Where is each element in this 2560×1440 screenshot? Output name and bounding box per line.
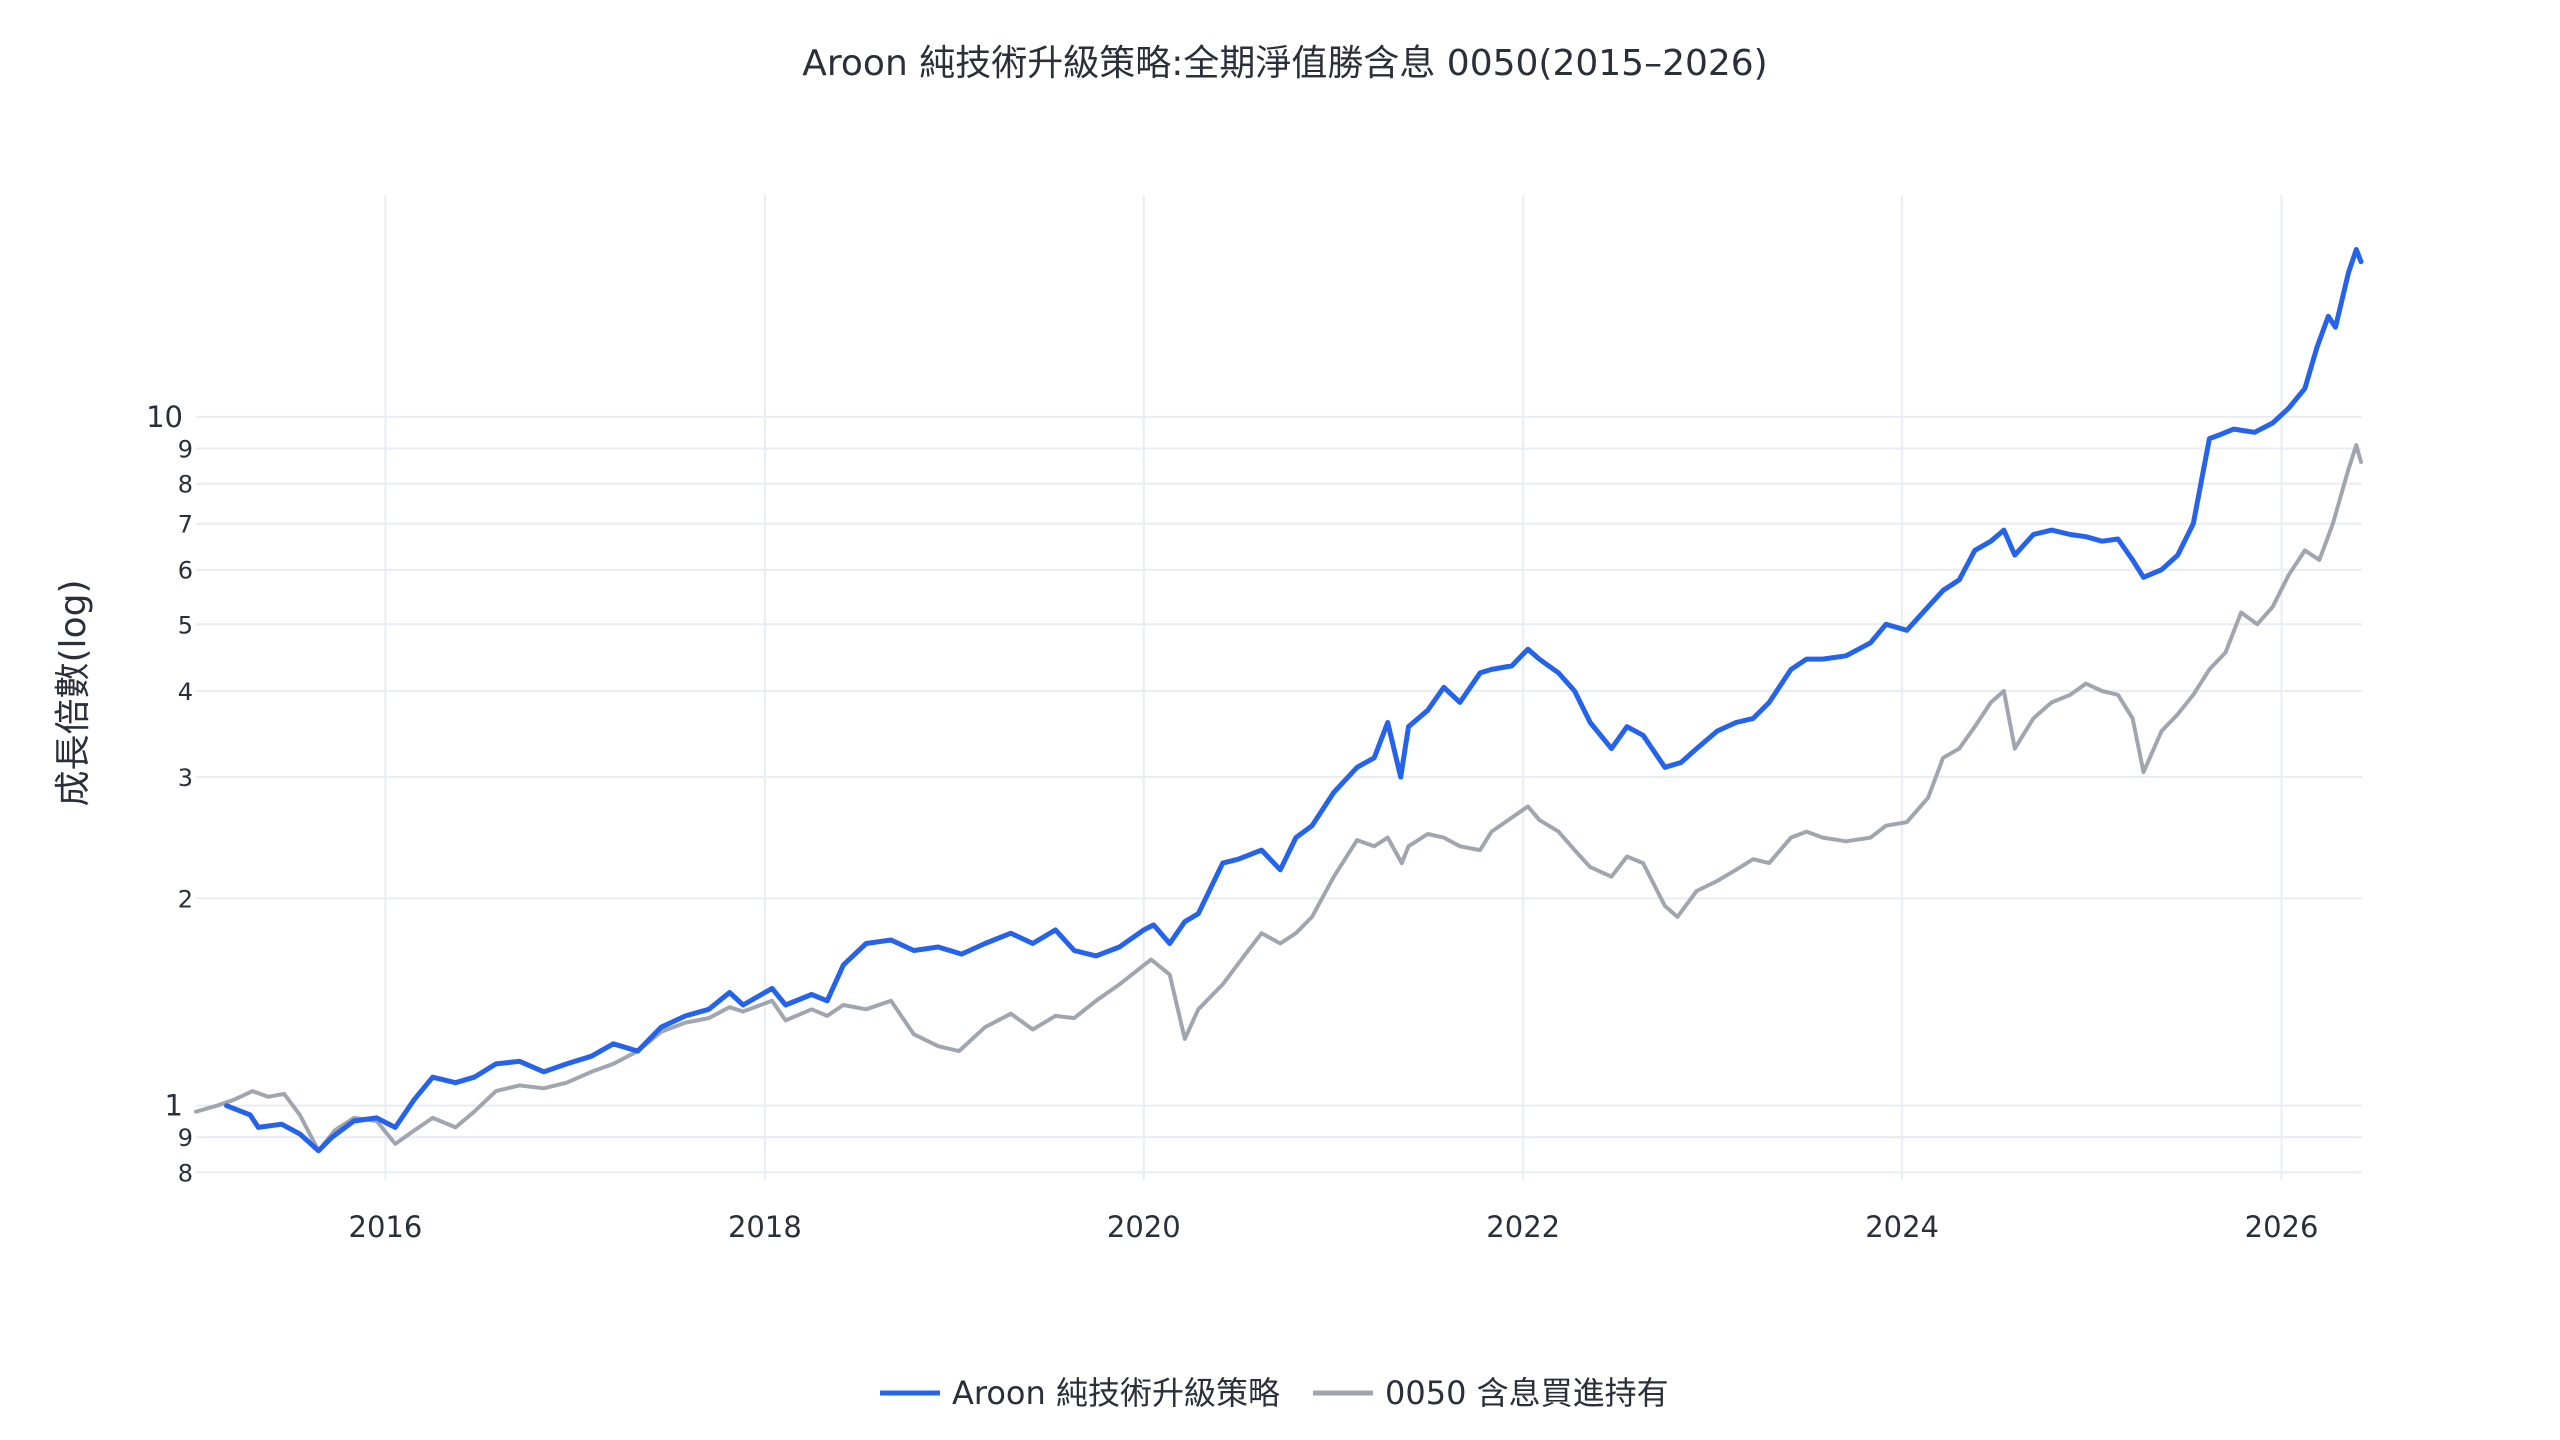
y-tick-label: 9 (178, 1124, 193, 1152)
x-tick-label: 2024 (1865, 1210, 1939, 1244)
x-tick-label: 2018 (728, 1210, 802, 1244)
x-axis-ticks: 2016 2018 2020 2022 2024 2026 (349, 1210, 2319, 1244)
y-axis-label: 成長倍數(log) (53, 580, 94, 807)
legend[interactable]: Aroon 純技術升級策略 0050 含息買進持有 (880, 1374, 1669, 1412)
legend-label: Aroon 純技術升級策略 (952, 1374, 1280, 1412)
y-tick-label: 4 (178, 678, 193, 706)
series-line-aroon-strategy (224, 247, 2364, 1154)
y-tick-label: 8 (178, 471, 193, 499)
y-tick-label: 3 (178, 764, 193, 792)
legend-item-0050-buy-hold[interactable]: 0050 含息買進持有 (1313, 1374, 1669, 1412)
grid-lines (196, 195, 2362, 1180)
series-lines (194, 247, 2364, 1154)
y-tick-label: 2 (178, 885, 193, 913)
chart-title: Aroon 純技術升級策略:全期淨值勝含息 0050(2015–2026) (802, 43, 1767, 84)
y-tick-label: 6 (178, 557, 193, 585)
x-tick-label: 2022 (1486, 1210, 1560, 1244)
series-line-0050-buy-hold (194, 443, 2363, 1153)
y-tick-label: 9 (178, 435, 193, 463)
y-tick-label: 5 (178, 611, 193, 639)
legend-item-aroon-strategy[interactable]: Aroon 純技術升級策略 (880, 1374, 1280, 1412)
y-tick-label: 1 (165, 1089, 183, 1123)
y-tick-label: 8 (178, 1159, 193, 1187)
x-tick-label: 2020 (1107, 1210, 1181, 1244)
y-tick-label: 7 (178, 511, 193, 539)
legend-label: 0050 含息買進持有 (1385, 1374, 1669, 1412)
y-tick-label: 10 (146, 400, 183, 434)
x-tick-label: 2026 (2245, 1210, 2319, 1244)
x-tick-label: 2016 (349, 1210, 423, 1244)
